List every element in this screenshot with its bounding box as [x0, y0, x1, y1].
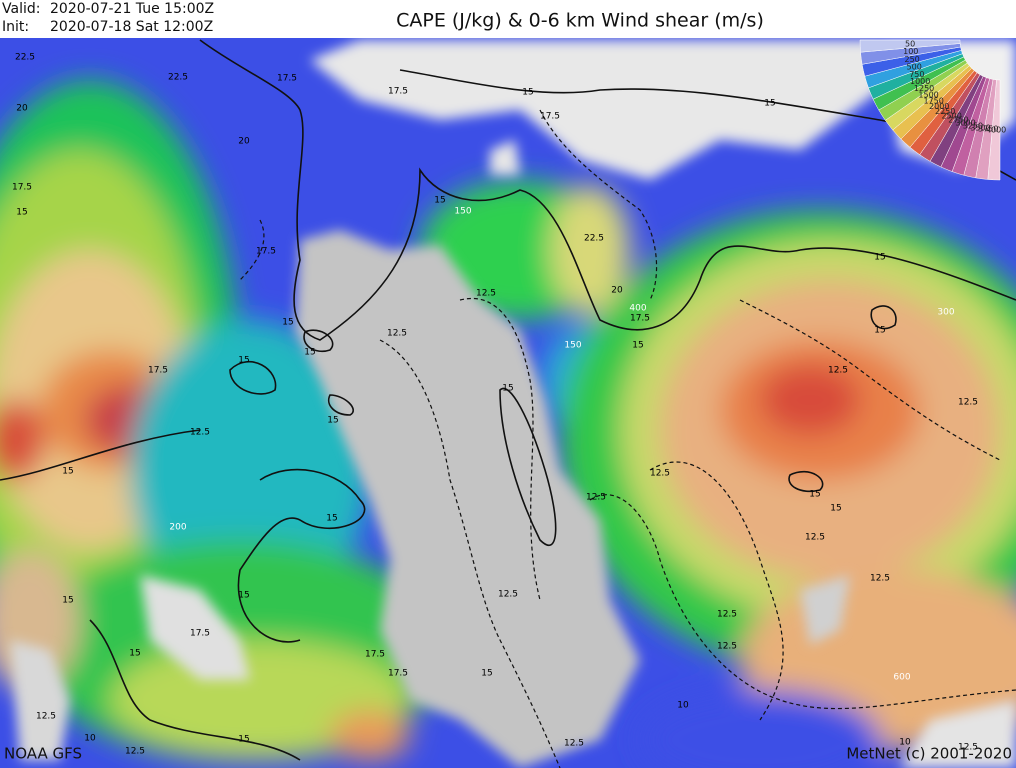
contour-label: 12.5 [476, 289, 496, 299]
contour-label: 15 [434, 196, 445, 206]
contour-label: 22.5 [584, 234, 604, 244]
contour-label: 10 [677, 701, 689, 711]
contour-label: 20 [238, 137, 250, 147]
contour-label: 17.5 [12, 183, 32, 193]
legend-label: 3250 [963, 121, 983, 130]
contour-label: 15 [830, 504, 841, 514]
legend-label: 3750 [978, 125, 998, 134]
legend-label: 2500 [941, 111, 961, 120]
cape-contours [239, 109, 1016, 768]
contour-label: 17.5 [388, 669, 408, 679]
contour-label: 12.5 [717, 610, 737, 620]
map-title: CAPE (J/kg) & 0-6 km Wind shear (m/s) [396, 10, 764, 32]
contour-label: 15 [62, 596, 73, 606]
contour-label: 17.5 [190, 629, 210, 639]
contour-label: 20 [611, 286, 623, 296]
header-bar [0, 0, 1016, 38]
legend-swatch [859, 39, 961, 53]
contour-label: 15 [238, 591, 249, 601]
contour-label: 12.5 [498, 590, 518, 600]
contour-label: 15 [502, 384, 513, 394]
legend-label: 50 [905, 39, 915, 48]
contour-label: 10 [84, 734, 96, 744]
legend-label: 750 [909, 70, 924, 79]
legend-label: 100 [903, 47, 918, 56]
contour-label: 150 [454, 207, 471, 217]
contour-label: 12.5 [958, 743, 978, 753]
contour-label: 17.5 [148, 366, 168, 376]
contour-label: 17.5 [540, 112, 560, 122]
contour-label: 300 [937, 308, 954, 318]
contour-label: 15 [129, 649, 140, 659]
valid-time: 2020-07-21 Tue 15:00Z [50, 1, 214, 17]
contour-label: 15 [282, 318, 293, 328]
contour-label: 20 [16, 104, 28, 114]
contour-label: 15 [764, 99, 775, 109]
contour-label: 12.5 [958, 398, 978, 408]
contour-label: 12.5 [190, 428, 210, 438]
contour-label: 10 [899, 738, 911, 748]
contour-label: 12.5 [828, 366, 848, 376]
init-label: Init: [2, 19, 29, 35]
contour-labels: 22.522.5 17.517.5 151517.5202017.515151502… [12, 53, 978, 757]
contour-label: 12.5 [125, 747, 145, 757]
contour-label: 15 [238, 735, 249, 745]
contour-label: 12.5 [717, 642, 737, 652]
legend: 4000375035003250300027502500225020001750… [859, 39, 1006, 181]
contour-label: 12.5 [36, 712, 56, 722]
contour-label: 12.5 [870, 574, 890, 584]
legend-label: 500 [907, 63, 922, 72]
contour-label: 15 [62, 467, 73, 477]
legend-label: 2750 [948, 115, 968, 124]
legend-label: 1250 [914, 84, 934, 93]
contour-label: 400 [629, 304, 646, 314]
legend-label: 2250 [935, 107, 955, 116]
legend-label: 1000 [910, 77, 930, 86]
legend-label: 3000 [955, 119, 975, 128]
contour-label: 12.5 [387, 329, 407, 339]
contour-label: 12.5 [650, 469, 670, 479]
source-label: NOAA GFS [4, 745, 82, 763]
contour-label: 15 [481, 669, 492, 679]
contour-label: 12.5 [564, 739, 584, 749]
contour-label: 17.5 [365, 650, 385, 660]
init-time: 2020-07-18 Sat 12:00Z [50, 19, 213, 35]
contour-label: 150 [564, 341, 581, 351]
contour-label: 22.5 [168, 73, 188, 83]
contour-label: 17.5 [256, 247, 276, 257]
contour-label: 15 [327, 416, 338, 426]
contour-label: 15 [874, 326, 885, 336]
contour-label: 17.5 [630, 314, 650, 324]
contour-label: 12.5 [805, 533, 825, 543]
contour-label: 22.5 [15, 53, 35, 63]
contour-label: 15 [16, 208, 27, 218]
contour-label: 200 [169, 523, 186, 533]
contour-label: 15 [304, 348, 315, 358]
map-field [0, 38, 1016, 768]
contour-label: 15 [632, 341, 643, 351]
contour-label: 12.5 [586, 493, 606, 503]
legend-label: 4000 [986, 125, 1006, 134]
legend-label: 3500 [970, 123, 990, 132]
contour-label: 17.5 [388, 87, 408, 97]
contour-label: 17.5 [277, 74, 297, 84]
contour-label: 15 [326, 514, 337, 524]
valid-label: Valid: [2, 1, 40, 17]
contour-label: 15 [874, 253, 885, 263]
contour-label: 15 [809, 490, 820, 500]
legend-label: 250 [904, 55, 919, 64]
legend-label: 2000 [929, 102, 949, 111]
contour-label: 15 [522, 88, 533, 98]
legend-label: 1750 [923, 96, 943, 105]
contour-label: 15 [238, 356, 249, 366]
contour-label: 600 [893, 673, 910, 683]
credit-label: MetNet (c) 2001-2020 [846, 745, 1012, 763]
legend-label: 1500 [918, 90, 938, 99]
